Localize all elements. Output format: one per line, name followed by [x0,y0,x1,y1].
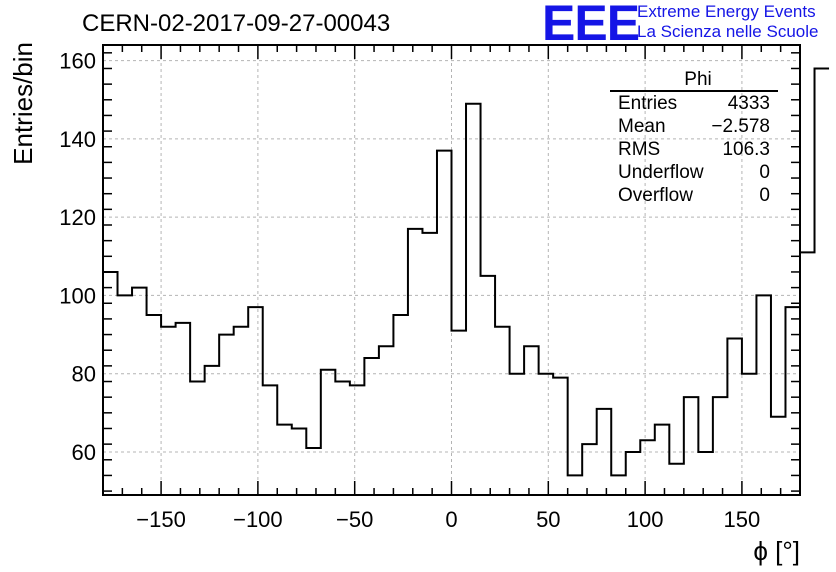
stats-label: RMS [618,139,661,160]
stats-label: Entries [618,93,678,114]
eee-logo: EEE [542,0,640,51]
stats-rows: Entries 4333 Mean −2.578 RMS 106.3 Underflow 0 O… [610,92,778,207]
y-tick-label: 160 [59,49,96,74]
x-tick-label: 100 [627,507,664,532]
run-title: CERN-02-2017-09-27-00043 [82,10,391,37]
logo-line-2: La Scienza nelle Scuole [637,22,819,41]
stats-label: Underflow [618,162,704,183]
x-tick-label: −100 [233,507,283,532]
y-tick-label: 120 [59,205,96,230]
x-axis-title: ϕ [°] [753,536,800,566]
stats-row-overflow: Overflow 0 [610,184,778,207]
stats-value: −2.578 [711,116,770,137]
y-tick-label: 80 [72,362,96,387]
stats-row-underflow: Underflow 0 [610,161,778,184]
y-tick-label: 140 [59,127,96,152]
logo-line-1: Extreme Energy Events [637,2,816,21]
stats-value: 0 [759,162,770,183]
histogram-line [103,67,830,477]
stats-value: 4333 [727,93,770,114]
stats-value: 106.3 [722,139,770,160]
eee-logo-text: Extreme Energy Events La Scienza nelle S… [637,2,818,42]
stats-label: Mean [618,116,666,137]
stats-value: 0 [759,185,770,206]
x-tick-label: 0 [445,507,457,532]
stats-box: Phi Entries 4333 Mean −2.578 RMS 106.3 Underfl… [610,70,778,207]
stats-row-mean: Mean −2.578 [610,115,778,138]
y-tick-label: 60 [72,440,96,465]
x-tick-label: 150 [724,507,761,532]
x-tick-label: 50 [536,507,560,532]
stats-row-entries: Entries 4333 [610,92,778,115]
y-tick-label: 100 [59,283,96,308]
stats-label: Overflow [618,185,693,206]
stats-row-rms: RMS 106.3 [610,138,778,161]
x-tick-label: −150 [136,507,186,532]
stats-title: Phi [610,70,778,92]
y-axis-title: Entries/bin [8,42,38,165]
x-tick-label: −50 [336,507,373,532]
